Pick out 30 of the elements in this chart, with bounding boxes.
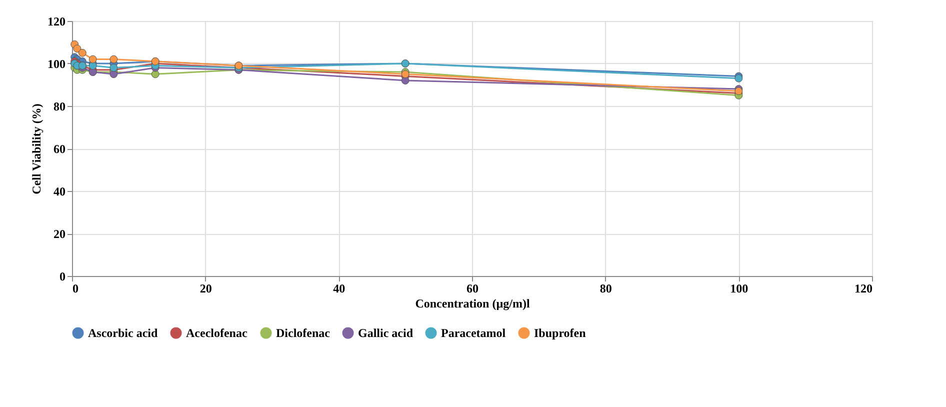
y-axis-title: Cell Viability (%) xyxy=(30,104,44,194)
y-tick-label: 100 xyxy=(48,57,66,71)
y-tick-label: 0 xyxy=(60,270,66,284)
point xyxy=(110,70,118,78)
point xyxy=(88,62,97,70)
legend-label: Aceclofenac xyxy=(186,326,248,340)
y-tick-label: 120 xyxy=(48,14,66,28)
x-tick-label: 80 xyxy=(600,282,612,296)
y-tick-label: 20 xyxy=(54,227,66,241)
point xyxy=(401,76,410,84)
point xyxy=(88,55,97,64)
y-tick-label: 40 xyxy=(54,184,66,198)
legend-label: Diclofenac xyxy=(276,326,331,340)
point xyxy=(110,55,118,64)
legend-label: Paracetamol xyxy=(441,326,506,340)
x-tick-label: 40 xyxy=(333,282,346,296)
x-tick-label: 0 xyxy=(72,282,78,296)
y-tick-label: 80 xyxy=(54,100,66,114)
y-tick-label: 60 xyxy=(54,142,66,156)
x-tick-label: 100 xyxy=(730,282,748,296)
x-axis-title: Concentration (µg/m)l xyxy=(415,296,530,310)
legend-label: Ibuprofen xyxy=(534,326,586,340)
x-tick-label: 20 xyxy=(200,282,212,296)
x-tick-label: 60 xyxy=(466,282,478,296)
point xyxy=(78,48,86,57)
legend-label: Ascorbic acid xyxy=(88,326,158,340)
point xyxy=(73,44,82,53)
legend-label: Gallic acid xyxy=(358,326,414,340)
point xyxy=(151,70,160,78)
x-tick-label: 120 xyxy=(854,282,872,296)
